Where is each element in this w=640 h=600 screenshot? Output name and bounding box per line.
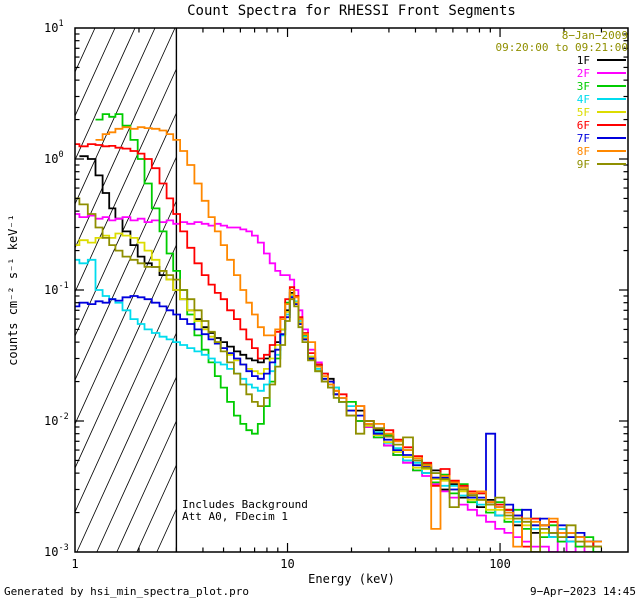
annotation-attenuator: Att A0, FDecim 1 <box>182 510 288 523</box>
y-tick-label: 101 <box>44 19 64 35</box>
footer-generator: Generated by hsi_min_spectra_plot.pro <box>4 585 250 598</box>
footer-timestamp: 9−Apr−2023 14:45 <box>530 585 636 598</box>
series-6F <box>75 143 602 548</box>
legend-label-9F: 9F <box>577 158 590 171</box>
observation-interval: 09:20:00 to 09:21:00 <box>495 41 628 54</box>
series-2F <box>75 213 602 552</box>
y-tick-label: 10-3 <box>44 543 69 559</box>
series-8F <box>95 126 602 548</box>
series-9F <box>75 197 602 552</box>
y-tick-label: 100 <box>44 150 64 166</box>
legend-label-7F: 7F <box>577 132 590 145</box>
series-3F <box>95 113 602 552</box>
axes-box <box>74 27 629 553</box>
x-tick-label: 100 <box>489 557 511 571</box>
legend-label-6F: 6F <box>577 119 590 132</box>
chart-title: Count Spectra for RHESSI Front Segments <box>187 3 516 19</box>
series-1F <box>79 155 602 548</box>
x-axis-label: Energy (keV) <box>308 572 395 586</box>
legend-label-5F: 5F <box>577 106 590 119</box>
x-tick-label: 10 <box>280 557 294 571</box>
x-tick-label: 1 <box>71 557 78 571</box>
y-tick-label: 10-2 <box>44 412 69 428</box>
legend-label-4F: 4F <box>577 93 590 106</box>
y-tick-label: 10-1 <box>44 281 69 297</box>
observation-date: 8−Jan−2009 <box>561 29 628 42</box>
legend-label-8F: 8F <box>577 145 590 158</box>
legend-label-2F: 2F <box>577 67 590 80</box>
legend-label-1F: 1F <box>577 54 590 67</box>
annotation-includes-background: Includes Background <box>182 498 308 511</box>
legend-label-3F: 3F <box>577 80 590 93</box>
spectra-series-group <box>75 113 602 552</box>
axis-ticks <box>75 28 628 552</box>
y-axis-label: counts cm⁻² s⁻¹ keV⁻¹ <box>6 214 20 366</box>
